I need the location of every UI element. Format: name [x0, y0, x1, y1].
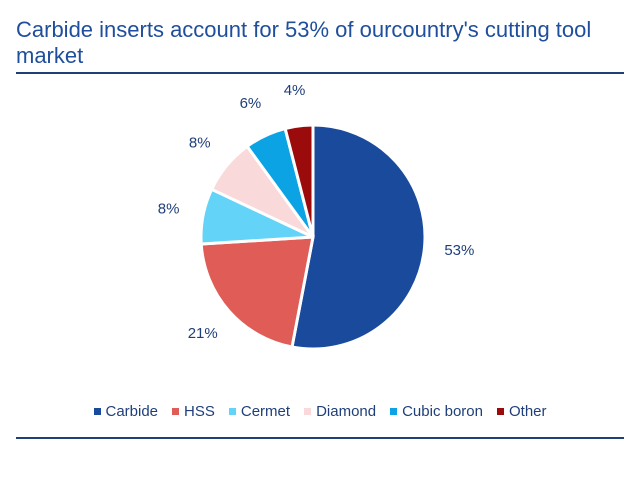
data-label: 4% — [284, 82, 306, 99]
legend-item: Cermet — [228, 403, 291, 420]
pie-slice — [199, 235, 315, 349]
pie-slice — [283, 123, 315, 238]
legend-swatch — [172, 408, 180, 415]
legend-swatch — [390, 408, 398, 415]
data-label: 8% — [189, 134, 211, 151]
legend-item: Other — [496, 403, 547, 420]
legend-swatch — [93, 408, 101, 415]
pie-slice — [290, 123, 427, 351]
legend-item: Diamond — [304, 403, 376, 420]
legend-swatch — [304, 408, 312, 415]
legend-label: Cubic boron — [402, 403, 483, 420]
bottom-rule — [16, 437, 624, 439]
legend-swatch — [496, 408, 504, 415]
legend-item: Carbide — [93, 403, 159, 420]
legend-label: Carbide — [105, 403, 159, 420]
legend-label: Diamond — [316, 403, 377, 420]
data-label: 21% — [188, 325, 218, 342]
legend: Carbide HSS Cermet Diamond Cubic boron Other — [0, 403, 640, 420]
legend-swatch — [228, 408, 236, 415]
data-label: 6% — [240, 95, 262, 112]
legend-label: HSS — [184, 403, 215, 420]
legend-label: Cermet — [240, 403, 291, 420]
legend-item: HSS — [172, 403, 215, 420]
data-label: 8% — [158, 200, 180, 217]
title-rule — [16, 72, 624, 74]
chart-title: Carbide inserts account for 53% of ourco… — [16, 17, 592, 68]
legend-item: Cubic boron — [390, 403, 483, 420]
legend-label: Other — [508, 403, 547, 420]
data-label: 53% — [444, 242, 474, 259]
